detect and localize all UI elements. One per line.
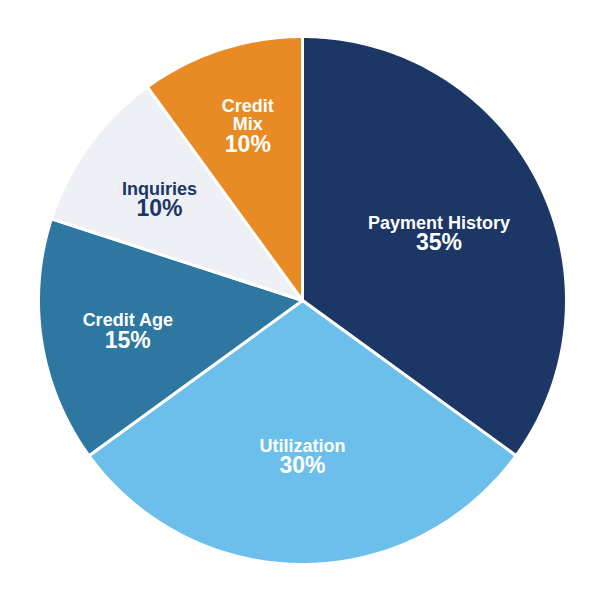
svg-text:30%: 30% xyxy=(279,452,325,478)
svg-text:CreditMix: CreditMix xyxy=(222,96,274,134)
svg-text:10%: 10% xyxy=(136,195,182,221)
svg-text:Inquiries: Inquiries xyxy=(121,178,197,199)
svg-text:Payment History: Payment History xyxy=(367,213,510,233)
svg-text:15%: 15% xyxy=(105,327,151,353)
svg-text:Credit Age: Credit Age xyxy=(82,310,173,331)
svg-text:10%: 10% xyxy=(225,131,271,157)
svg-text:Utilization: Utilization xyxy=(259,435,346,456)
svg-text:35%: 35% xyxy=(416,229,462,255)
